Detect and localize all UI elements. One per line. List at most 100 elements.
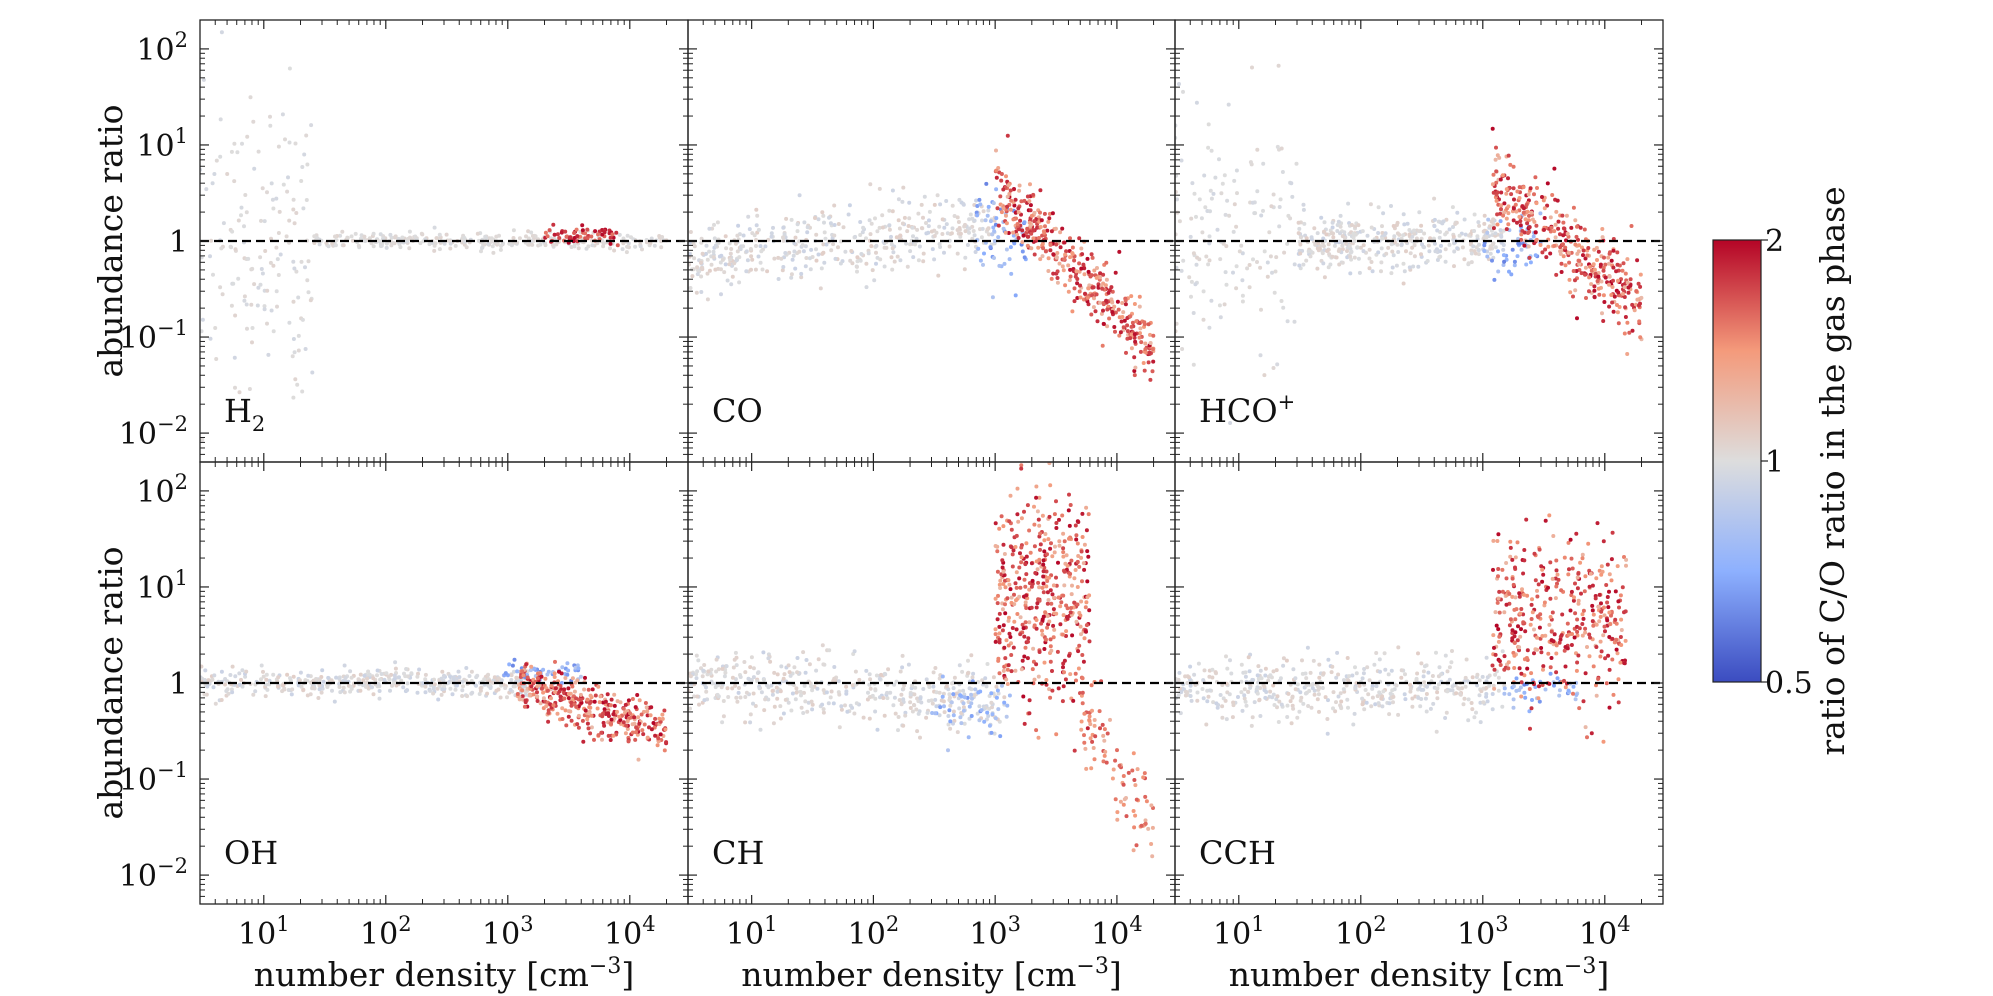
scatter-point	[1016, 206, 1021, 211]
scatter-point	[810, 702, 815, 707]
scatter-point	[760, 267, 765, 272]
scatter-point	[1358, 245, 1363, 250]
scatter-point	[1566, 250, 1571, 255]
scatter-point	[986, 204, 991, 209]
scatter-point	[993, 521, 998, 526]
scatter-point	[993, 544, 998, 548]
scatter-point	[1533, 230, 1538, 235]
scatter-point	[1394, 263, 1399, 268]
scatter-point	[927, 685, 932, 689]
scatter-point	[375, 673, 379, 678]
scatter-point	[1038, 542, 1043, 547]
scatter-point	[649, 236, 654, 241]
scatter-point	[1262, 684, 1267, 689]
scatter-point	[1103, 749, 1108, 754]
scatter-point	[520, 688, 525, 693]
scatter-point	[722, 674, 727, 679]
scatter-point	[232, 355, 237, 360]
scatter-point	[1040, 254, 1045, 259]
scatter-point	[447, 238, 452, 243]
scatter-point	[1338, 231, 1342, 236]
panel-h2-points	[200, 30, 669, 442]
scatter-point	[1121, 310, 1126, 315]
scatter-point	[1100, 343, 1105, 348]
scatter-point	[801, 249, 806, 254]
scatter-point	[1412, 231, 1417, 236]
panel-hco-points	[1175, 63, 1644, 425]
scatter-point	[1246, 655, 1251, 660]
scatter-point	[1482, 243, 1487, 248]
scatter-point	[1263, 695, 1268, 700]
scatter-point	[1132, 335, 1137, 340]
scatter-point	[535, 676, 540, 681]
scatter-point	[662, 748, 667, 753]
scatter-point	[766, 697, 771, 702]
scatter-point	[1228, 658, 1232, 663]
scatter-point	[1309, 705, 1314, 710]
scatter-point	[904, 241, 909, 246]
scatter-point	[1352, 711, 1357, 716]
scatter-point	[1317, 709, 1321, 714]
scatter-point	[1142, 771, 1147, 776]
scatter-point	[1009, 271, 1014, 276]
scatter-point	[486, 242, 491, 246]
scatter-point	[1224, 717, 1229, 722]
scatter-point	[1367, 256, 1372, 261]
scatter-point	[1068, 267, 1073, 272]
scatter-point	[1030, 578, 1035, 583]
scatter-point	[242, 294, 247, 299]
scatter-point	[1563, 245, 1568, 250]
scatter-point	[1087, 719, 1092, 723]
scatter-point	[915, 729, 920, 734]
scatter-point	[1379, 246, 1384, 251]
scatter-point	[341, 243, 346, 248]
scatter-point	[211, 272, 215, 277]
scatter-point	[1452, 249, 1457, 254]
scatter-point	[377, 696, 382, 701]
scatter-point	[907, 200, 912, 205]
scatter-point	[1144, 799, 1149, 804]
scatter-point	[511, 236, 516, 240]
scatter-point	[984, 717, 989, 722]
scatter-point	[1341, 687, 1346, 692]
scatter-point	[917, 244, 922, 249]
scatter-point	[582, 687, 587, 692]
scatter-point	[1585, 253, 1590, 258]
scatter-point	[1396, 712, 1401, 717]
scatter-point	[566, 696, 571, 701]
scatter-point	[305, 278, 310, 283]
scatter-point	[1291, 706, 1296, 711]
scatter-point	[1346, 678, 1351, 683]
scatter-point	[1532, 219, 1537, 224]
scatter-point	[1515, 540, 1520, 545]
scatter-point	[244, 210, 249, 215]
scatter-point	[233, 385, 237, 390]
scatter-point	[1058, 230, 1063, 235]
scatter-point	[1273, 269, 1278, 274]
scatter-point	[1061, 593, 1066, 598]
scatter-point	[733, 650, 738, 655]
scatter-point	[1345, 656, 1350, 660]
scatter-point	[1131, 809, 1136, 813]
scatter-point	[1298, 690, 1303, 695]
scatter-point	[1086, 269, 1091, 274]
scatter-point	[995, 617, 1000, 622]
scatter-point	[265, 190, 269, 195]
scatter-point	[1038, 188, 1043, 193]
scatter-point	[724, 246, 729, 251]
scatter-point	[1565, 231, 1570, 236]
scatter-point	[1027, 698, 1032, 703]
scatter-point	[1054, 611, 1059, 616]
scatter-point	[1517, 591, 1522, 596]
scatter-point	[1403, 672, 1407, 677]
scatter-point	[1274, 668, 1279, 673]
scatter-point	[583, 231, 588, 236]
scatter-point	[486, 672, 491, 677]
scatter-point	[1177, 670, 1182, 675]
scatter-point	[261, 674, 266, 679]
scatter-point	[1050, 688, 1055, 693]
scatter-point	[1475, 672, 1480, 677]
scatter-point	[757, 686, 762, 691]
scatter-point	[229, 303, 234, 308]
scatter-point	[911, 234, 915, 239]
